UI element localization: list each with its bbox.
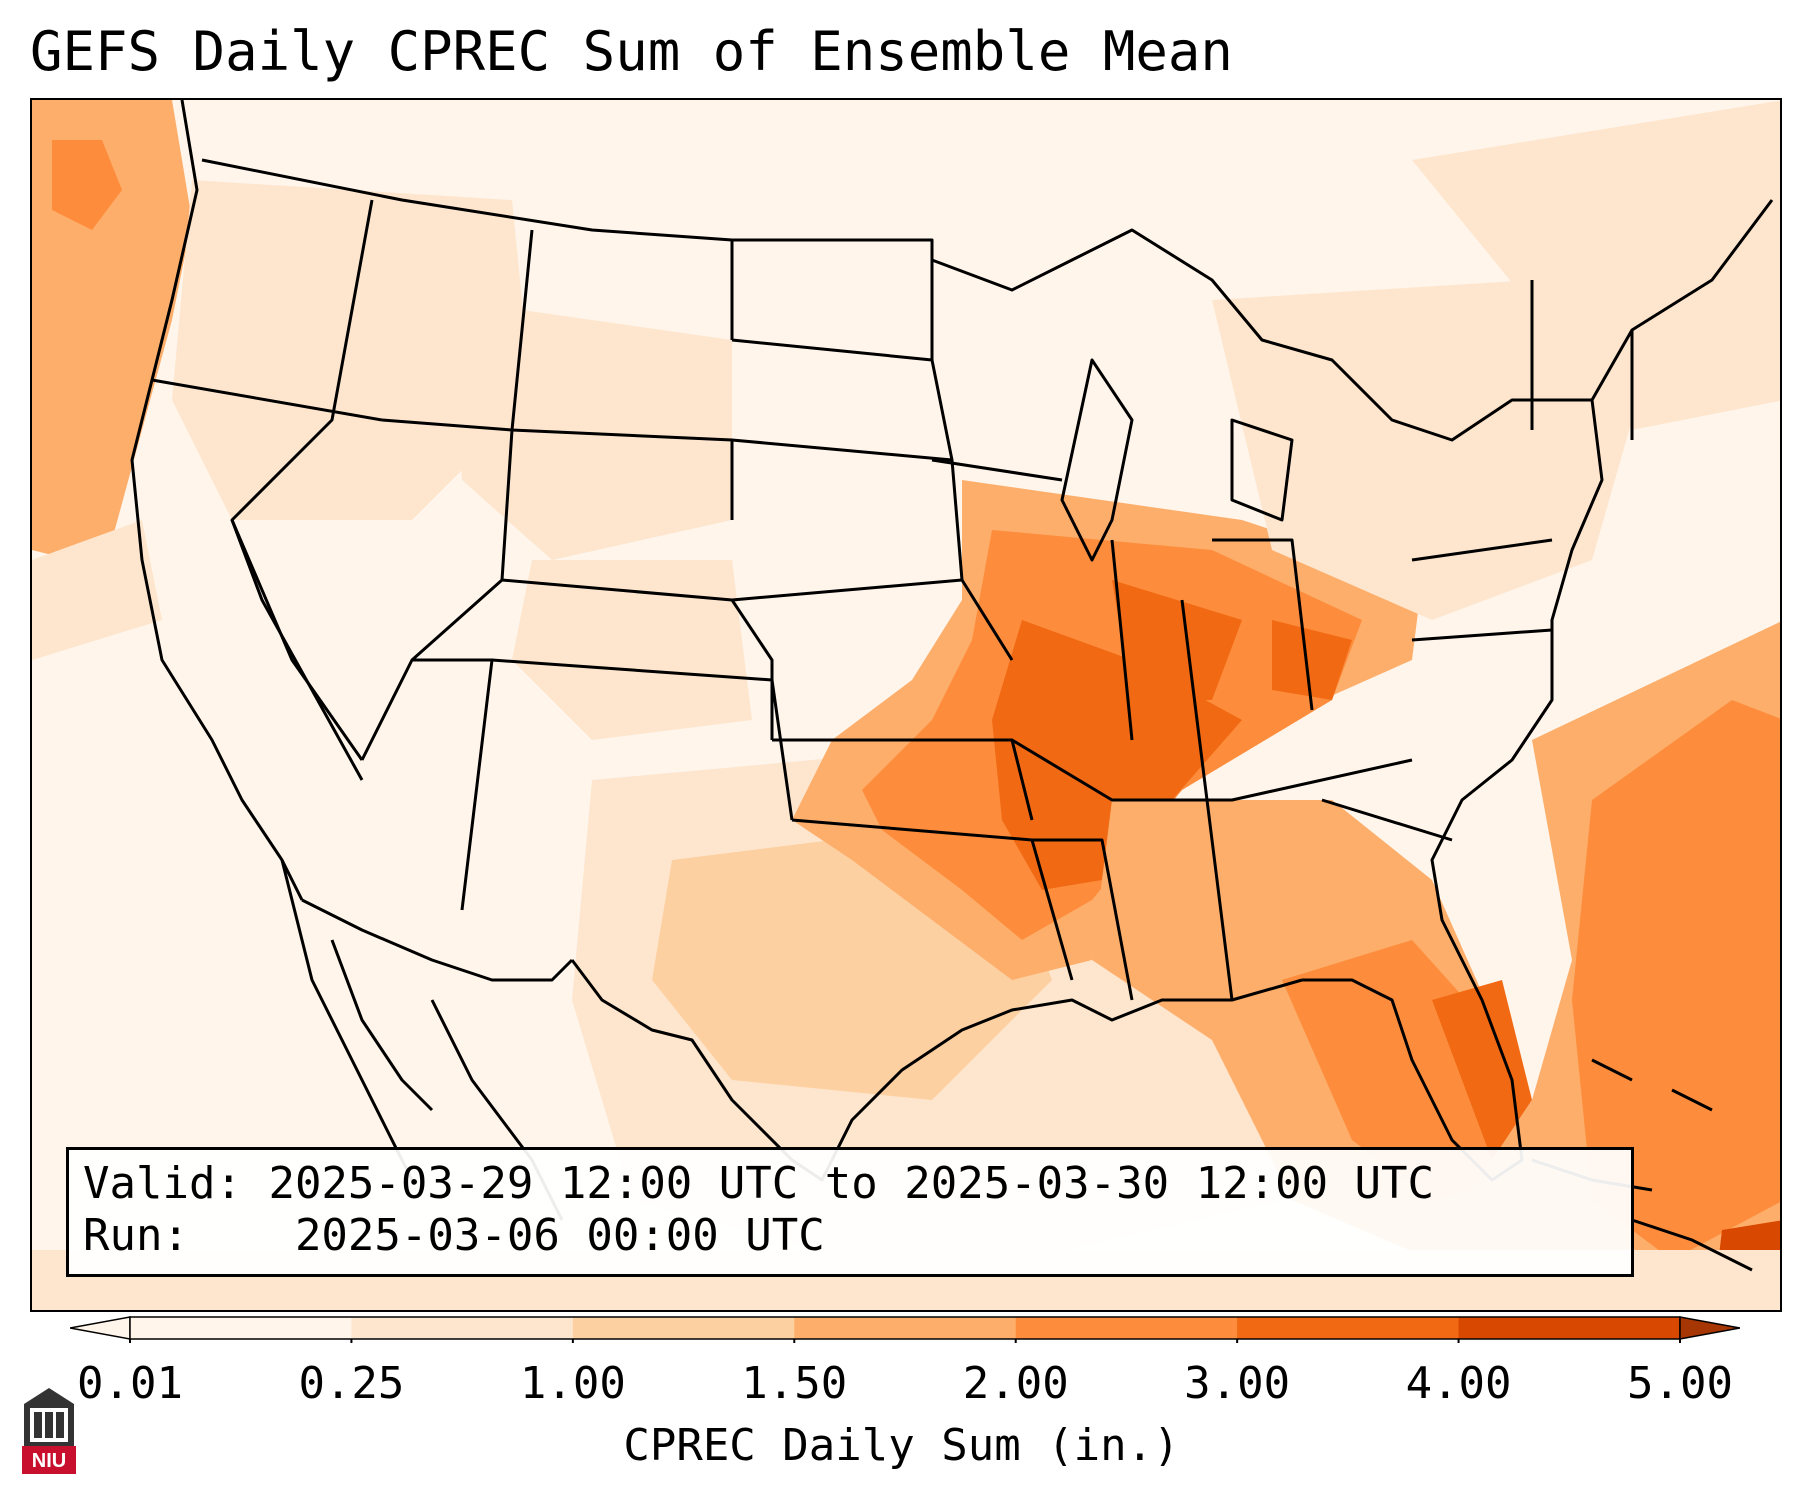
colorbar-segments (129, 1316, 1681, 1340)
map-canvas (32, 100, 1780, 1310)
colorbar-extend-min (70, 1316, 131, 1340)
colorbar-tick-label: 0.25 (298, 1358, 405, 1409)
colorbar-tick-label: 4.00 (1405, 1358, 1512, 1409)
colorbar-tick-label: 5.00 (1627, 1358, 1733, 1409)
colorbar (70, 1316, 1740, 1343)
precip-field (32, 100, 1780, 1310)
colorbar-ticks (129, 1339, 1681, 1343)
colorbar-label: CPREC Daily Sum (in.) (623, 1420, 1180, 1471)
run-value: 2025-03-06 00:00 UTC (294, 1210, 825, 1261)
valid-run-infobox: Valid: 2025-03-29 12:00 UTC to 2025-03-3… (66, 1147, 1634, 1277)
colorbar-extend-max (1679, 1316, 1740, 1340)
colorbar-segment (1015, 1317, 1238, 1339)
logo-text: NIU (32, 1450, 66, 1472)
colorbar-tick-label: 1.00 (519, 1358, 626, 1409)
colorbar-segment (351, 1317, 574, 1339)
colorbar-segment (1458, 1317, 1681, 1339)
colorbar-segment (794, 1317, 1017, 1339)
colorbar-tick-label: 2.00 (962, 1358, 1069, 1409)
valid-label: Valid: (83, 1158, 242, 1209)
colorbar-segment (130, 1317, 352, 1339)
valid-value: 2025-03-29 12:00 UTC to 2025-03-30 12:00… (268, 1158, 1435, 1209)
colorbar-tick-label: 0.01 (77, 1358, 183, 1409)
valid-row: Valid: 2025-03-29 12:00 UTC to 2025-03-3… (83, 1158, 1631, 1210)
run-row: Run: 2025-03-06 00:00 UTC (83, 1210, 1631, 1262)
colorbar-tick-label: 1.50 (741, 1358, 848, 1409)
precipitation-map (30, 98, 1782, 1312)
coastlines-and-borders (130, 100, 1774, 1221)
niu-logo: NIU (22, 1388, 76, 1474)
run-label: Run: (83, 1210, 189, 1261)
colorbar-tick-label: 3.00 (1184, 1358, 1291, 1409)
colorbar-segment (572, 1317, 795, 1339)
colorbar-segment (1237, 1317, 1460, 1339)
map-title: GEFS Daily CPREC Sum of Ensemble Mean (30, 20, 1233, 83)
